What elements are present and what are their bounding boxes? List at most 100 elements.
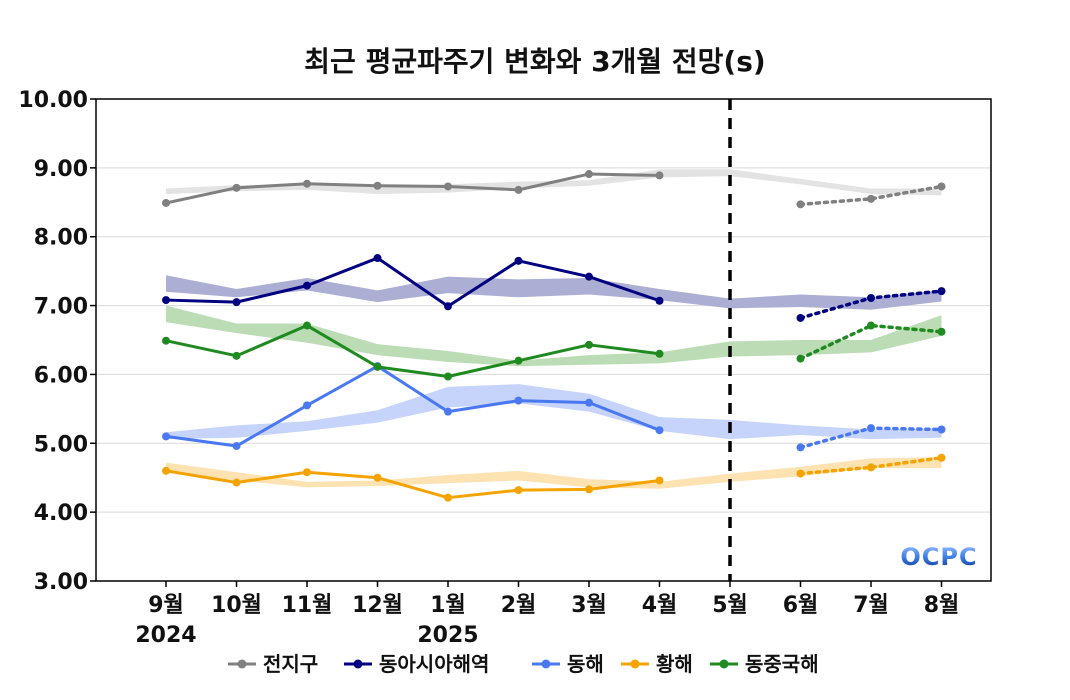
series-5-forecast-point bbox=[867, 321, 875, 330]
series-4-observed-point bbox=[373, 473, 382, 482]
series-3-range-band bbox=[166, 384, 942, 440]
series-4-forecast-point bbox=[937, 453, 946, 462]
series-2-observed-point bbox=[162, 296, 170, 305]
series-4-observed-point bbox=[162, 466, 170, 475]
series-1-forecast-point bbox=[937, 182, 946, 191]
x-tick-label: 3월 bbox=[571, 593, 607, 618]
series-3-observed-line bbox=[165, 364, 661, 448]
series-3-observed-point bbox=[162, 432, 170, 441]
legend-label-5: 동중국해 bbox=[745, 652, 819, 676]
x-tick-label: 10월 bbox=[211, 593, 262, 618]
y-tick-label: 6.00 bbox=[34, 363, 88, 388]
series-5-forecast-point bbox=[796, 354, 805, 363]
series-2-forecast-point bbox=[937, 287, 946, 296]
legend-marker-4 bbox=[630, 659, 640, 669]
series-4-observed-point bbox=[585, 485, 593, 494]
series-2-observed-point bbox=[232, 298, 241, 307]
series-3-forecast-point bbox=[796, 443, 805, 452]
legend-label-4: 황해 bbox=[656, 652, 693, 676]
y-tick-label: 8.00 bbox=[34, 226, 88, 251]
series-4-observed-point bbox=[232, 478, 241, 487]
series-2-forecast-point bbox=[796, 313, 805, 322]
x-year-label: 2024 bbox=[135, 623, 196, 648]
series-5-observed-point bbox=[514, 356, 523, 365]
logo-text: OCPC bbox=[900, 543, 977, 571]
legend: 전지구 동아시아해역 동해 황해 동중국해 bbox=[228, 652, 819, 676]
legend-marker-3 bbox=[541, 659, 551, 669]
legend-marker-2 bbox=[353, 659, 363, 669]
y-tick-label: 10.00 bbox=[18, 88, 88, 113]
series-5-forecast-line bbox=[798, 323, 944, 361]
series-3-forecast-point bbox=[867, 424, 875, 433]
series-1-observed-point bbox=[303, 179, 311, 188]
y-tick-label: 5.00 bbox=[34, 432, 88, 457]
x-tick-label: 12월 bbox=[352, 593, 403, 618]
y-tick-label: 9.00 bbox=[34, 157, 88, 182]
x-tick-label: 1월 bbox=[430, 593, 466, 618]
series-3-observed-point bbox=[232, 442, 241, 451]
series-4-observed-point bbox=[303, 468, 311, 477]
series-4-forecast-point bbox=[867, 463, 875, 472]
series-5-observed-point bbox=[585, 340, 593, 349]
series-2-observed-point bbox=[303, 281, 311, 290]
series-4-observed-point bbox=[514, 486, 523, 495]
series-5-observed-point bbox=[655, 349, 664, 358]
series-4-observed-line bbox=[165, 469, 660, 500]
series-2-observed-point bbox=[373, 254, 382, 263]
axis-layer: 3.00 4.00 5.00 6.00 7.00 8.00 9.00 10.00 9월 10월 11… bbox=[18, 88, 992, 648]
x-tick-label: 11월 bbox=[282, 593, 333, 618]
y-tick-label: 3.00 bbox=[34, 570, 88, 595]
x-tick-label: 6월 bbox=[783, 593, 819, 618]
series-3-observed-point bbox=[444, 407, 452, 416]
chart-title: 최근 평균파주기 변화와 3개월 전망(s) bbox=[304, 45, 765, 78]
x-tick-label: 4월 bbox=[642, 593, 678, 618]
series-1-observed-point bbox=[232, 183, 241, 192]
series-1-observed-point bbox=[162, 198, 170, 207]
x-tick-label: 9월 bbox=[148, 593, 184, 618]
legend-label-2: 동아시아해역 bbox=[379, 652, 489, 676]
plot-frame bbox=[95, 98, 992, 582]
series-3-observed-point bbox=[514, 396, 523, 405]
series-5-observed-point bbox=[162, 336, 170, 345]
series-5-observed-point bbox=[444, 372, 452, 381]
legend-label-1: 전지구 bbox=[263, 652, 318, 676]
x-tick-label: 8월 bbox=[924, 593, 960, 618]
series-2-observed-point bbox=[514, 256, 523, 265]
series-4-observed-point bbox=[444, 493, 452, 502]
series-1-observed-point bbox=[514, 185, 523, 194]
series-2-observed-point bbox=[444, 302, 452, 311]
series-5-forecast-point bbox=[937, 327, 946, 336]
x-tick-label: 7월 bbox=[853, 593, 889, 618]
legend-marker-5 bbox=[719, 659, 729, 669]
series-4-range-band bbox=[166, 457, 942, 489]
y-tick-label: 7.00 bbox=[34, 295, 88, 320]
line-layer bbox=[162, 170, 946, 502]
y-tick-label: 4.00 bbox=[34, 501, 88, 526]
series-2-observed-line bbox=[165, 256, 660, 308]
series-5-range-band bbox=[166, 305, 942, 367]
series-3-observed-point bbox=[585, 398, 593, 407]
x-tick-label: 2월 bbox=[501, 593, 537, 618]
series-1-observed-point bbox=[585, 170, 593, 179]
series-1-observed-point bbox=[655, 171, 664, 180]
series-4-forecast-point bbox=[796, 469, 805, 478]
ocpc-logo: OCPC bbox=[900, 543, 977, 571]
series-1-observed-point bbox=[373, 181, 382, 190]
series-1-observed-line bbox=[165, 172, 660, 205]
series-5-observed-point bbox=[373, 362, 382, 371]
series-1-forecast-point bbox=[796, 200, 805, 209]
grid-layer bbox=[96, 167, 991, 513]
series-1-observed-point bbox=[444, 182, 452, 191]
x-tick-label: 5월 bbox=[712, 593, 748, 618]
series-2-range-band bbox=[166, 275, 942, 310]
x-year-label: 2025 bbox=[417, 623, 478, 648]
series-4-observed-point bbox=[655, 476, 664, 485]
series-5-observed-point bbox=[232, 351, 241, 360]
legend-marker-1 bbox=[237, 659, 247, 669]
series-3-observed-point bbox=[303, 401, 311, 410]
series-5-observed-point bbox=[303, 321, 311, 330]
series-2-observed-point bbox=[585, 272, 593, 281]
series-5-observed-line bbox=[165, 324, 660, 378]
series-1-forecast-point bbox=[867, 194, 875, 203]
